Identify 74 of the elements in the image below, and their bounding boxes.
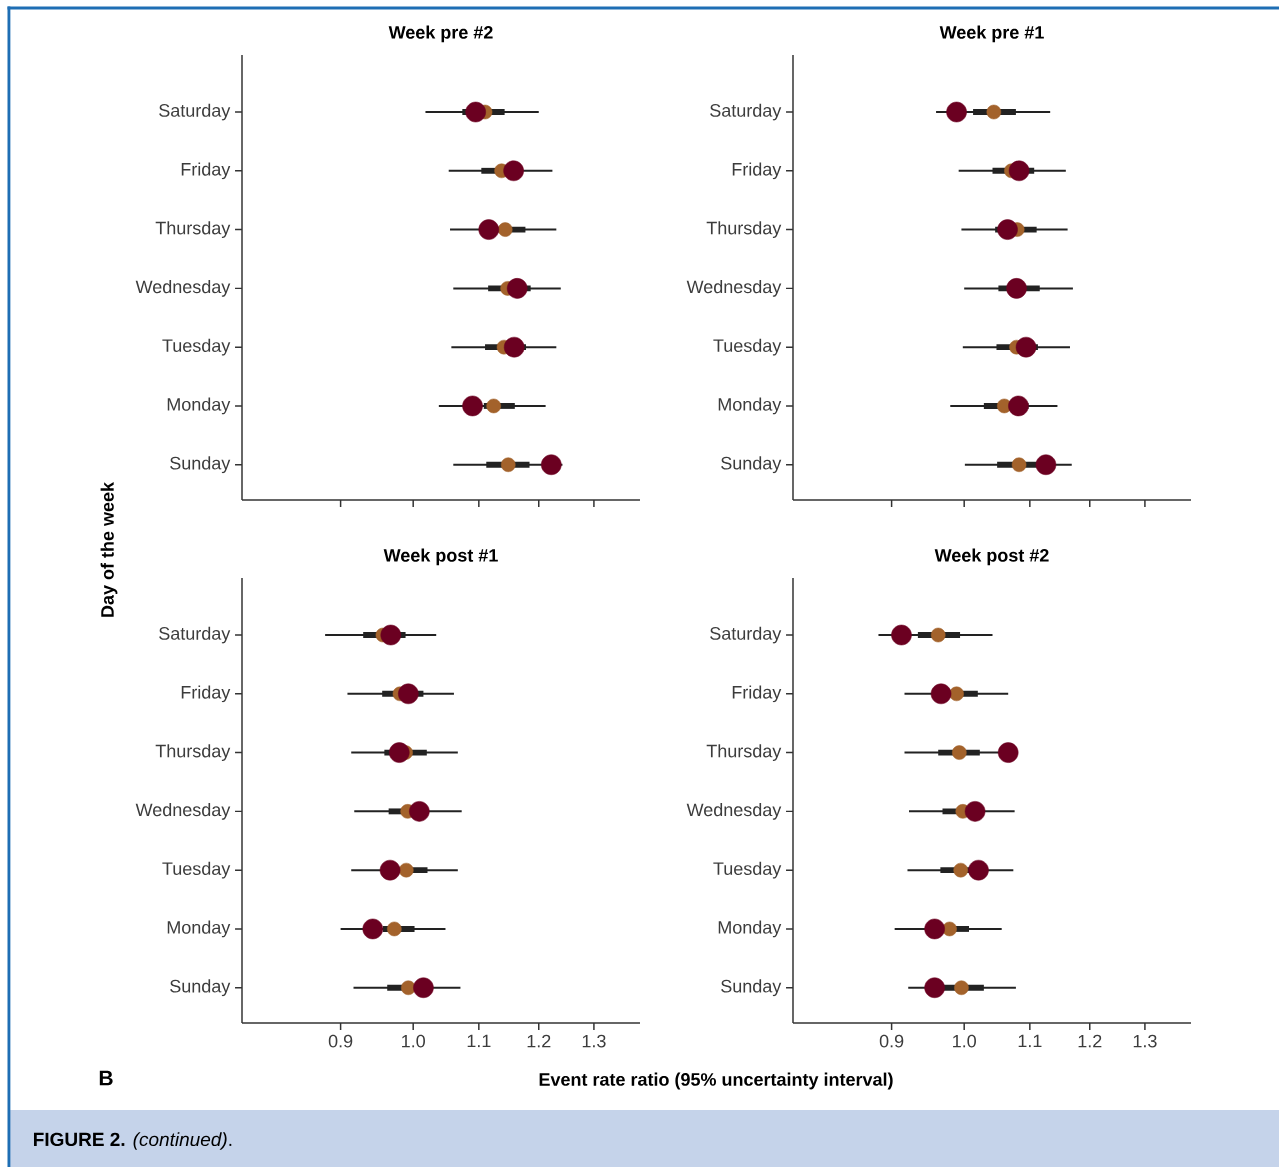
y-tick-label: Tuesday [162, 861, 231, 879]
point [503, 160, 524, 182]
chart-title: Week post #1 [383, 548, 498, 566]
y-tick-label: Thursday [706, 744, 782, 761]
chart-title: Week pre #1 [939, 25, 1044, 43]
point [409, 801, 430, 822]
y-tick-label: Sunday [721, 979, 782, 997]
point [1008, 160, 1030, 182]
x-tick-label: 0.9 [328, 1034, 353, 1048]
point [478, 219, 500, 240]
x-tick-label: 1.3 [582, 1034, 606, 1048]
point [541, 454, 562, 475]
x-tick-label: 1.0 [402, 1034, 425, 1048]
point [968, 859, 989, 881]
point [1015, 336, 1037, 358]
point [997, 219, 1018, 240]
y-tick-label: Thursday [155, 221, 231, 238]
y-tick-label: Saturday [710, 103, 782, 121]
y-tick-label: Saturday [159, 626, 231, 644]
chart-title: Week pre #2 [388, 25, 493, 43]
x-axis-title: Event rate ratio (95% uncertainty interval) [539, 1072, 893, 1090]
x-tick-label: 0.9 [879, 1034, 904, 1048]
text: FIGURE 2. (continued). [33, 1132, 232, 1150]
y-tick-label: Sunday [170, 456, 231, 474]
point [997, 742, 1019, 763]
y-tick-label: Friday [732, 162, 782, 180]
point [946, 101, 967, 123]
y-tick-label: Monday [167, 397, 231, 415]
y-tick-label: Sunday [170, 979, 231, 997]
y-tick-label: Monday [718, 920, 782, 938]
x-tick-label: 1.0 [953, 1034, 976, 1048]
y-tick-label: Sunday [721, 456, 782, 474]
y-tick-label: Saturday [710, 626, 782, 644]
point [891, 624, 912, 646]
y-tick-label: Friday [181, 162, 231, 180]
y-tick-label: Friday [181, 685, 231, 703]
x-tick-label: 1.1 [467, 1034, 491, 1048]
y-axis-title: Day of the week [100, 481, 118, 617]
x-tick-label: 1.2 [527, 1034, 551, 1048]
y-tick-label: Wednesday [135, 279, 231, 297]
point [465, 101, 486, 123]
y-tick-label: Wednesday [686, 279, 782, 297]
y-tick-label: Monday [167, 920, 231, 938]
point [1008, 395, 1029, 417]
point [506, 278, 528, 299]
point [930, 683, 952, 705]
x-tick-label: 1.3 [1133, 1034, 1157, 1048]
point [964, 801, 986, 822]
y-tick-label: Friday [732, 685, 782, 703]
y-tick-label: Tuesday [713, 861, 782, 879]
text: B [99, 1070, 113, 1086]
point [1006, 278, 1027, 299]
point [503, 336, 525, 358]
y-tick-label: Thursday [706, 221, 782, 238]
point [1035, 454, 1057, 475]
y-tick-label: Wednesday [135, 802, 231, 820]
point [924, 918, 945, 940]
point [362, 918, 384, 940]
point [462, 395, 483, 417]
point [398, 683, 419, 705]
y-tick-label: Saturday [159, 103, 231, 121]
point [924, 977, 945, 998]
y-tick-label: Tuesday [162, 338, 231, 356]
x-tick-label: 1.1 [1018, 1034, 1042, 1048]
x-tick-label: 1.2 [1078, 1034, 1102, 1048]
y-tick-label: Wednesday [686, 802, 782, 820]
point [379, 859, 401, 881]
y-tick-label: Monday [718, 397, 782, 415]
point [413, 977, 434, 998]
y-tick-label: Tuesday [713, 338, 782, 356]
y-tick-label: Thursday [155, 744, 231, 761]
point [380, 624, 402, 646]
chart-title: Week post #2 [934, 548, 1049, 566]
point [389, 742, 410, 763]
